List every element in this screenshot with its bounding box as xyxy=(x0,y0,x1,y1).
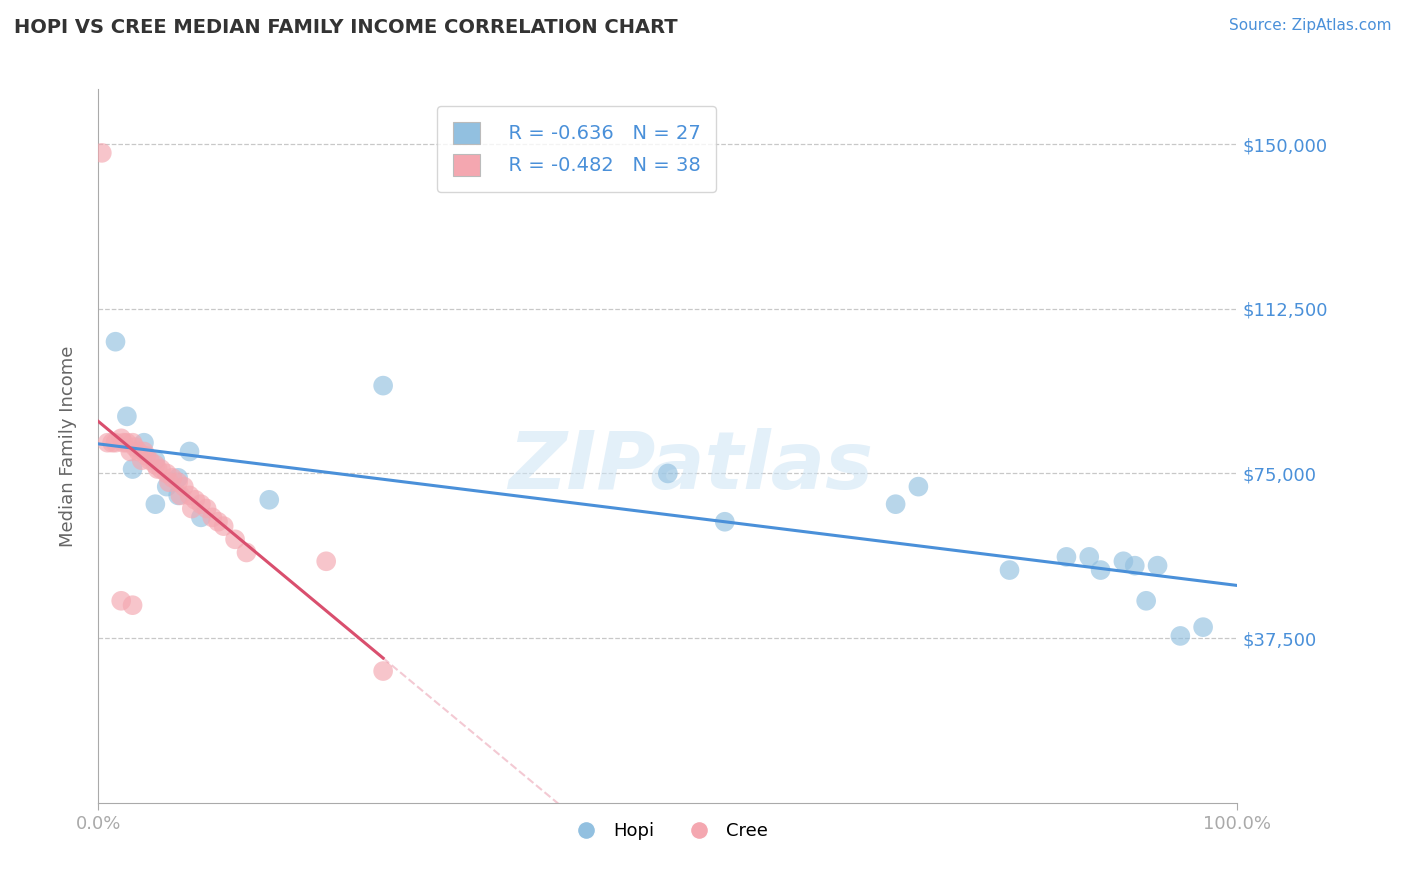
Legend: Hopi, Cree: Hopi, Cree xyxy=(561,815,775,847)
Point xyxy=(104,435,127,450)
Point xyxy=(195,501,218,516)
Y-axis label: Median Family Income: Median Family Income xyxy=(59,345,77,547)
Point xyxy=(1170,629,1192,643)
Point xyxy=(1090,563,1112,577)
Point xyxy=(145,458,167,472)
Point xyxy=(120,444,142,458)
Point xyxy=(884,497,907,511)
Point xyxy=(145,453,167,467)
Point xyxy=(115,435,138,450)
Point xyxy=(124,440,146,454)
Point xyxy=(167,475,190,490)
Point xyxy=(201,510,224,524)
Point xyxy=(110,594,132,608)
Point xyxy=(1135,594,1157,608)
Point xyxy=(212,519,235,533)
Point xyxy=(131,453,153,467)
Point xyxy=(138,453,160,467)
Point xyxy=(207,515,229,529)
Point xyxy=(224,533,246,547)
Point xyxy=(121,598,143,612)
Point xyxy=(162,471,184,485)
Point xyxy=(180,501,202,516)
Point xyxy=(1078,549,1101,564)
Point xyxy=(104,334,127,349)
Point xyxy=(115,409,138,424)
Text: Source: ZipAtlas.com: Source: ZipAtlas.com xyxy=(1229,18,1392,33)
Point xyxy=(156,467,179,481)
Point xyxy=(657,467,679,481)
Point xyxy=(96,435,118,450)
Point xyxy=(145,497,167,511)
Point xyxy=(190,510,212,524)
Point xyxy=(371,664,394,678)
Point xyxy=(121,462,143,476)
Point xyxy=(132,435,155,450)
Point xyxy=(1056,549,1078,564)
Point xyxy=(190,497,212,511)
Point xyxy=(371,378,394,392)
Point xyxy=(146,462,169,476)
Point xyxy=(714,515,737,529)
Point xyxy=(150,462,173,476)
Point xyxy=(90,145,112,160)
Point xyxy=(132,444,155,458)
Point xyxy=(156,480,179,494)
Point xyxy=(167,488,190,502)
Point xyxy=(1123,558,1146,573)
Text: HOPI VS CREE MEDIAN FAMILY INCOME CORRELATION CHART: HOPI VS CREE MEDIAN FAMILY INCOME CORREL… xyxy=(14,18,678,37)
Point xyxy=(101,435,124,450)
Point xyxy=(907,480,929,494)
Point xyxy=(157,475,180,490)
Point xyxy=(110,431,132,445)
Point xyxy=(1192,620,1215,634)
Point xyxy=(127,444,149,458)
Point xyxy=(259,492,281,507)
Point xyxy=(173,480,195,494)
Point xyxy=(179,444,201,458)
Point xyxy=(135,449,157,463)
Point xyxy=(184,492,207,507)
Point xyxy=(169,488,191,502)
Point xyxy=(235,545,257,559)
Point xyxy=(179,488,201,502)
Point xyxy=(1146,558,1168,573)
Point xyxy=(315,554,337,568)
Point xyxy=(112,435,135,450)
Point xyxy=(167,471,190,485)
Point xyxy=(1112,554,1135,568)
Point xyxy=(121,435,143,450)
Point xyxy=(998,563,1021,577)
Text: ZIPatlas: ZIPatlas xyxy=(508,428,873,507)
